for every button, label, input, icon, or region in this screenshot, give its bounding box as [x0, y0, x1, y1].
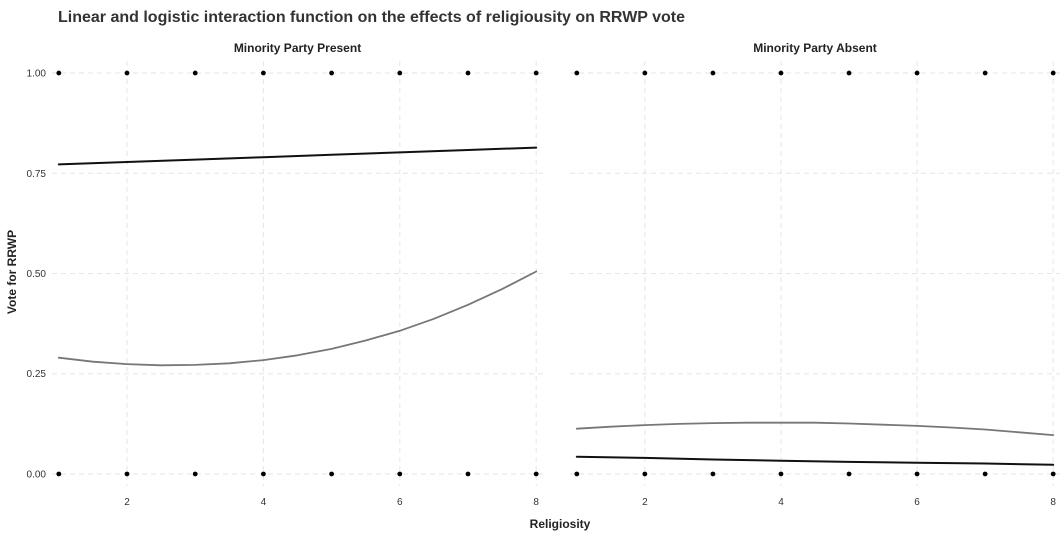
y-tick-label: 0.75 [27, 169, 47, 180]
observation-point [914, 70, 920, 76]
observation-point [846, 70, 852, 76]
observation-point [914, 471, 920, 477]
observation-point [710, 471, 716, 477]
logistic-fit-line [57, 270, 538, 367]
linear-fit-line [57, 146, 538, 166]
y-tick-label: 1.00 [27, 69, 47, 80]
x-tick-label: 8 [533, 497, 539, 508]
observation-point [574, 471, 580, 477]
observation-point [329, 471, 334, 477]
linear-fit-line [575, 455, 1055, 466]
observation-point [192, 471, 198, 477]
y-axis-title: Vote for RRWP [5, 230, 19, 314]
observation-point [124, 70, 130, 76]
y-tick-label: 0.25 [27, 369, 47, 380]
observation-point [533, 471, 539, 477]
observation-point [1050, 471, 1056, 477]
observation-point [261, 471, 266, 477]
x-axis-title: Religiosity [530, 517, 591, 531]
observation-point [533, 70, 539, 76]
y-tick-label: 0.00 [27, 469, 47, 480]
observation-point [124, 471, 130, 477]
observation-point [710, 70, 716, 76]
observation-point [397, 70, 403, 76]
observation-point [778, 70, 784, 76]
observation-point [192, 70, 198, 76]
chart-title: Linear and logistic interaction function… [58, 9, 685, 26]
observation-point [261, 70, 266, 76]
observation-point [56, 70, 62, 76]
x-tick-label: 2 [642, 497, 648, 508]
x-tick-label: 2 [124, 497, 130, 508]
observation-point [642, 471, 648, 477]
observation-point [465, 471, 471, 477]
panel-label: Minority Party Absent [753, 41, 877, 55]
observation-point [397, 471, 403, 477]
observation-point [574, 70, 580, 76]
observation-point [56, 471, 62, 477]
x-tick-label: 4 [261, 497, 267, 508]
panel-label: Minority Party Present [234, 41, 361, 55]
observation-point [778, 471, 784, 477]
observation-point [1050, 70, 1056, 76]
x-tick-label: 6 [914, 497, 920, 508]
x-tick-label: 4 [778, 497, 784, 508]
x-tick-label: 8 [1050, 497, 1056, 508]
observation-point [642, 70, 648, 76]
observation-point [982, 70, 988, 76]
observation-point [982, 471, 988, 477]
x-tick-label: 6 [397, 497, 403, 508]
observation-point [465, 70, 471, 76]
observation-point [329, 70, 334, 76]
logistic-fit-line [575, 421, 1055, 436]
y-tick-label: 0.50 [27, 269, 47, 280]
panels: Minority Party Present 2 4 6 8 0.00 0.25 0.50 0.… [27, 41, 1060, 508]
panel-1: Minority Party Present 2 4 6 8 0.00 0.25 0.50 0.… [27, 41, 543, 508]
panel-2: Minority Party Absent 2 4 6 8 [570, 41, 1060, 508]
observation-point [846, 471, 852, 477]
